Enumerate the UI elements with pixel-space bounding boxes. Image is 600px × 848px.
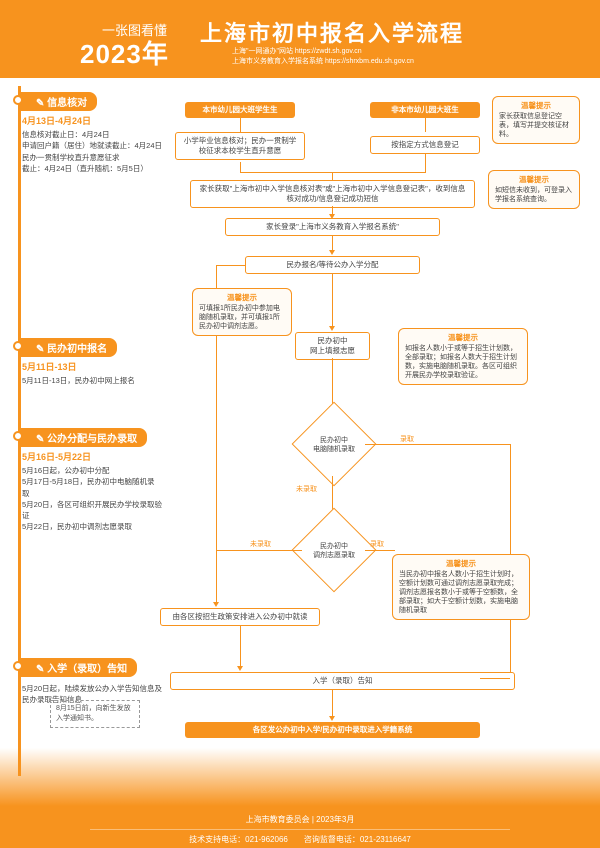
- flow-box: 民办报名/等待公办入学分配: [245, 256, 420, 274]
- section-body: 信息核对截止日：4月24日 申请回户籍（居住）地就读截止：4月24日 民办一贯制…: [22, 129, 162, 174]
- connector: [365, 550, 395, 551]
- section-3: ✎ 公办分配与民办录取 5月16日-5月22日 5月16日起，公办初中分配 5月…: [18, 428, 162, 533]
- connector: [332, 274, 333, 328]
- section-body: 5月11日-13日，民办初中网上报名: [22, 375, 135, 386]
- callout-text: 家长获取信息登记空表，填写并提交核证材料。: [499, 112, 573, 139]
- callout: 温馨提示 当民办初中报名人数小于招生计划时，空额计划数可通过调剂志愿录取完成；调…: [392, 554, 530, 620]
- section-1: ✎ 信息核对 4月13日-4月24日 信息核对截止日：4月24日 申请回户籍（居…: [18, 92, 162, 174]
- section-date: 5月11日-13日: [22, 360, 135, 373]
- arrow-icon: [329, 250, 335, 255]
- callout-text: 当民办初中报名人数小于招生计划时，空额计划数可通过调剂志愿录取完成；调剂志愿报名…: [399, 570, 523, 615]
- arrow-icon: [237, 666, 243, 671]
- section-dot: [13, 431, 23, 441]
- connector: [332, 358, 333, 408]
- flow-end: 各区发公办初中入学/民办初中录取进入学籍系统: [185, 722, 480, 738]
- footer-tech: 技术支持电话：021-962066 咨询监督电话：021-23116647: [0, 834, 600, 845]
- section-header: ✎ 公办分配与民办录取: [18, 428, 147, 447]
- connector: [425, 154, 426, 172]
- callout: 温馨提示 如报名人数小于或等于招生计划数，全部录取；如报名人数大于招生计划数，实…: [398, 328, 528, 385]
- flow-box: 小学毕业信息核对；民办一贯制学校征求本校学生直升意愿: [175, 132, 305, 160]
- flow-box: 家长获取"上海市初中入学信息核对表"或"上海市初中入学信息登记表"，收到信息核对…: [190, 180, 475, 208]
- callout-text: 如短信未收到，可登录入学报名系统查询。: [495, 186, 573, 204]
- section-2: ✎ 民办初中报名 5月11日-13日 5月11日-13日，民办初中网上报名: [18, 338, 135, 386]
- section-date: 5月16日-5月22日: [22, 450, 162, 463]
- flow-box: 按指定方式信息登记: [370, 136, 480, 154]
- connector: [240, 172, 426, 173]
- section-header: ✎ 信息核对: [18, 92, 97, 111]
- connector: [216, 550, 302, 551]
- section-date: 4月13日-4月24日: [22, 114, 162, 127]
- footer: 上海市教育委员会 | 2023年3月 技术支持电话：021-962066 咨询监…: [0, 806, 600, 848]
- footer-org: 上海市教育委员会 | 2023年3月: [0, 814, 600, 825]
- header-title: 上海市初中报名入学流程: [200, 16, 464, 48]
- flow-decision-text: 民办初中 电脑随机录取: [299, 436, 369, 454]
- callout-title: 温馨提示: [399, 559, 523, 569]
- header-year: 2023年: [80, 34, 169, 71]
- header-url2: 上海市义务教育入学报名系统 https://shrxbm.edu.sh.gov.…: [232, 56, 414, 66]
- connector: [216, 550, 217, 604]
- label-accepted: 录取: [400, 434, 414, 444]
- flow-box: 民办初中 网上填报志愿: [295, 332, 370, 360]
- callout-title: 温馨提示: [499, 101, 573, 111]
- connector: [332, 172, 333, 180]
- footer-divider: [90, 829, 510, 830]
- section-dot: [13, 341, 23, 351]
- arrow-icon: [329, 716, 335, 721]
- callout-title: 温馨提示: [495, 175, 573, 185]
- section-4: ✎ 入学（录取）告知 5月20日起，陆续发放公办入学告知信息及民办录取告知信息: [18, 658, 162, 706]
- arrow-icon: [213, 602, 219, 607]
- section-header: ✎ 入学（录取）告知: [18, 658, 137, 677]
- arrow-icon: [329, 326, 335, 331]
- connector: [240, 162, 241, 172]
- callout-text: 可填报1所民办初中参加电脑随机录取，并可填报1所民办初中调剂志愿。: [199, 304, 285, 331]
- callout: 温馨提示 如短信未收到，可登录入学报名系统查询。: [488, 170, 580, 209]
- section-dot: [13, 661, 23, 671]
- flow-box: 家长登录"上海市义务教育入学报名系统": [225, 218, 440, 236]
- label-accepted: 录取: [370, 539, 384, 549]
- content-area: ✎ 信息核对 4月13日-4月24日 信息核对截止日：4月24日 申请回户籍（居…: [0, 78, 600, 806]
- notice-text: 8月15日前，向新生发放入学通知书。: [56, 705, 131, 722]
- flow-box: 由各区按招生政策安排进入公办初中就读: [160, 608, 320, 626]
- flow-decision-text: 民办初中 调剂志愿录取: [299, 542, 369, 560]
- connector: [240, 626, 241, 668]
- callout-text: 如报名人数小于或等于招生计划数，全部录取；如报名人数大于招生计划数，实施电脑随机…: [405, 344, 521, 380]
- section-header: ✎ 民办初中报名: [18, 338, 117, 357]
- section-body: 5月16日起，公办初中分配 5月17日-5月18日，民办初中电脑随机录取 5月2…: [22, 465, 162, 533]
- flow-start-1: 本市幼儿园大班学生生: [185, 102, 295, 118]
- connector: [480, 678, 510, 679]
- header: 一张图看懂 2023年 上海市初中报名入学流程 上海"一网通办"网站 https…: [0, 0, 600, 78]
- label-not-accepted: 未录取: [296, 484, 317, 494]
- callout: 温馨提示 可填报1所民办初中参加电脑随机录取，并可填报1所民办初中调剂志愿。: [192, 288, 292, 336]
- label-not-accepted: 未录取: [250, 539, 271, 549]
- header-url1: 上海"一网通办"网站 https://zwdt.sh.gov.cn: [232, 46, 362, 56]
- callout-title: 温馨提示: [199, 293, 285, 303]
- connector: [365, 444, 510, 445]
- connector: [425, 118, 426, 132]
- flow-start-2: 非本市幼儿园大班生: [370, 102, 480, 118]
- callout-title: 温馨提示: [405, 333, 521, 343]
- connector: [216, 265, 246, 266]
- section-dot: [13, 95, 23, 105]
- flow-box: 入学（录取）告知: [170, 672, 515, 690]
- connector: [240, 118, 241, 132]
- callout: 温馨提示 家长获取信息登记空表，填写并提交核证材料。: [492, 96, 580, 144]
- notice-box: 8月15日前，向新生发放入学通知书。: [50, 700, 140, 728]
- connector: [332, 690, 333, 718]
